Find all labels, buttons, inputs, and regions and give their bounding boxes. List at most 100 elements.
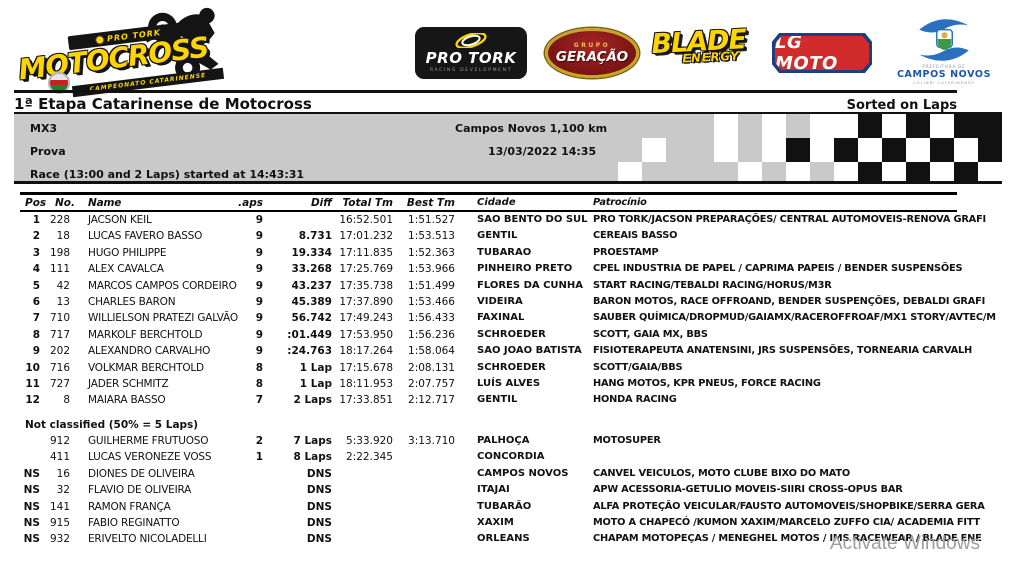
result-row: 11 727 JADER SCHMITZ 8 1 Lap 18:11.953 2:07.75… (20, 376, 957, 392)
result-row: 1 228 JACSON KEIL 9 16:52.501 1:51.527 SAO BEN… (20, 212, 987, 228)
cell-cidade: PINHEIRO PRETO (477, 263, 573, 275)
result-row: 2 18 LUCAS FAVERO BASSO 9 8.731 17:01.232 1:53… (20, 228, 957, 244)
cell-name: DIONES DE OLIVEIRA (88, 467, 195, 480)
protork-wordmark: PRO TORK (425, 49, 517, 67)
campos-novos-logo: PREFEITURA DE CAMPOS NOVOS COLIBRI CATAR… (896, 18, 992, 94)
cell-pos: 5 (32, 279, 40, 292)
cell-no: 141 (49, 500, 70, 513)
results-table: Pos No. Name .aps Diff Total Tm Best Tm Cidade P… (20, 192, 996, 548)
lg-moto-logo: LG MOTO (772, 33, 872, 73)
result-row: NS 141 RAMON FRANÇA DNS TUBARÃO ALFA PROTEÇÃO… (20, 499, 985, 515)
flag-cell (978, 162, 1002, 181)
flag-cell (666, 138, 690, 162)
flag-cell (666, 114, 690, 138)
campos-novos-sub-label: COLIBRI CATARINENSE (913, 80, 975, 85)
not-classified-results: 912 GUILHERME FRUTUOSO 2 7 Laps 5:33.920 3:13… (20, 433, 985, 548)
flag-cell (618, 138, 642, 162)
flag-cell (570, 162, 594, 181)
cell-best: 2:07.757 (408, 377, 455, 390)
cell-name: ALEXANDRO CARVALHO (88, 345, 211, 358)
protork-sponsor-logo: PRO TORK RACING DEVELOPMENT (415, 27, 527, 79)
column-header-name: Name (88, 197, 122, 209)
result-row: NS 16 DIONES DE OLIVEIRA DNS CAMPOS NOVOS CAN… (20, 466, 957, 482)
cell-cidade: GENTIL (477, 230, 518, 242)
flag-cell (906, 138, 930, 162)
cell-name: CHARLES BARON (88, 295, 176, 308)
cell-total: 16:52.501 (339, 214, 393, 226)
result-row: NS 32 FLAVIO DE OLIVEIRA DNS ITAJAI APW ACESS… (20, 482, 957, 498)
result-row: 6 13 CHARLES BARON 9 45.389 17:37.890 1:53.466… (20, 294, 986, 310)
championship-emblem-icon (48, 72, 70, 94)
cell-diff: DNS (306, 467, 332, 480)
cell-pos: NS (23, 533, 40, 546)
cell-best: 3:13.710 (408, 435, 455, 448)
cell-no: 202 (49, 345, 70, 358)
flag-cell (738, 138, 762, 162)
flag-cell (690, 138, 714, 162)
flag-cell (666, 162, 690, 181)
cell-cidade: SCHROEDER (477, 328, 546, 340)
cell-cidade: SAO BENTO DO SUL (477, 214, 588, 225)
cell-cidade: ITAJAI (477, 484, 510, 496)
cell-no: 915 (49, 517, 70, 530)
cell-diff: DNS (306, 500, 332, 513)
flag-cell (930, 138, 954, 162)
cell-total: 17:25.769 (339, 263, 393, 276)
flag-cell (978, 114, 1002, 138)
flag-cell (810, 114, 834, 138)
cell-diff: 43.237 (291, 279, 332, 292)
cell-pos: 3 (32, 246, 40, 259)
cell-diff: 2 Laps (293, 394, 332, 407)
cell-name: FABIO REGINATTO (88, 517, 180, 530)
flag-cell (978, 138, 1002, 162)
cell-patro: SAUBER QUÍMICA/DROPMUD/GAIAMX/RACEROFFRO… (593, 312, 996, 324)
cell-total: 18:11.953 (339, 377, 393, 390)
protork-subtitle: RACING DEVELOPMENT (429, 68, 513, 73)
cell-diff: DNS (306, 517, 332, 530)
cell-best: 1:53.466 (408, 295, 455, 308)
flag-cell (714, 138, 738, 162)
cell-best: 2:12.717 (408, 394, 455, 407)
result-row: NS 932 ERIVELTO NICOLADELLI DNS ORLEANS CHAPA… (20, 531, 982, 547)
cell-diff: 33.268 (291, 263, 332, 276)
cell-patro: SCOTT/GAIA/BBS (593, 361, 683, 373)
cell-patro: CANVEL VEICULOS, MOTO CLUBE BIXO DO MATO (593, 467, 850, 479)
result-row: 9 202 ALEXANDRO CARVALHO 9:24.763 18:17.264 1… (20, 343, 973, 359)
cell-total: 17:35.738 (339, 279, 393, 292)
page-title: 1ª Etapa Catarinense de Motocross (14, 95, 312, 113)
geracao-wordmark: GERAÇÃO (555, 48, 629, 65)
cell-diff: 45.389 (291, 295, 332, 308)
cell-cidade: XAXIM (477, 517, 514, 529)
flag-cell (882, 114, 906, 138)
cell-cidade: CONCORDIA (477, 451, 545, 463)
lg-moto-wordmark: LG MOTO (775, 32, 838, 74)
cell-patro: SCOTT, GAIA MX, BBS (593, 328, 708, 340)
cell-diff: 7 Laps (293, 435, 332, 448)
cell-cidade: SAO JOAO BATISTA (477, 345, 582, 357)
flag-cell (762, 138, 786, 162)
cell-pos: 9 (32, 345, 40, 358)
cell-pos: 11 (25, 377, 40, 390)
flag-cell (786, 138, 810, 162)
cell-total: 17:37.890 (339, 295, 393, 308)
cell-best: 1:53.966 (408, 263, 455, 276)
cell-no: 198 (49, 246, 70, 259)
flag-cell (642, 138, 666, 162)
lg-moto-badge: LG MOTO (775, 36, 869, 70)
flag-cell (906, 114, 930, 138)
cell-name: GUILHERME FRUTUOSO (88, 435, 209, 448)
cell-best: 1:52.363 (408, 246, 455, 259)
cell-total: 17:01.232 (339, 230, 393, 243)
cell-total: 17:53.950 (339, 328, 393, 341)
race-info-block: MX3 Campos Novos 1,100 km Prova 13/03/20… (14, 112, 1002, 184)
cell-name: VOLKMAR BERCHTOLD (88, 361, 204, 374)
cell-no: 42 (56, 279, 70, 292)
column-header-patro: Patrocínio (593, 197, 647, 208)
cell-total: 17:33.851 (339, 394, 393, 407)
cell-laps: 2 (255, 435, 263, 448)
cell-total: 17:11.835 (339, 246, 393, 259)
cell-name: LUCAS FAVERO BASSO (88, 230, 203, 243)
flag-cell (618, 114, 642, 138)
cell-cidade: SCHROEDER (477, 361, 546, 373)
cell-pos: NS (23, 500, 40, 513)
